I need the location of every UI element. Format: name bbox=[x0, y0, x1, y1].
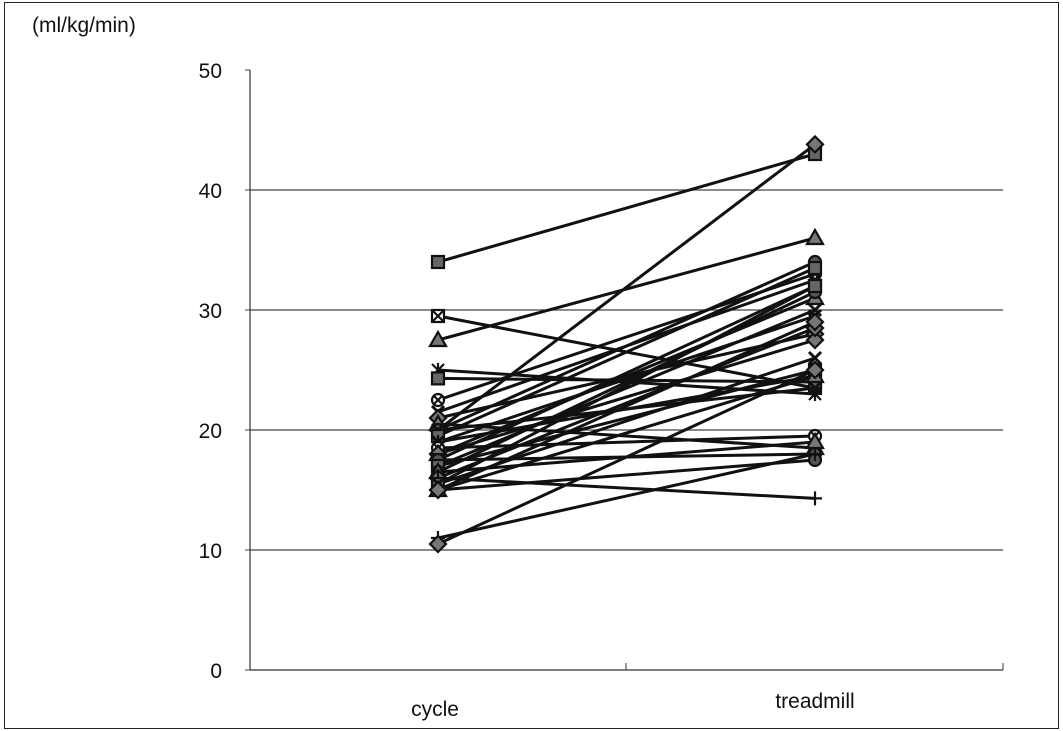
series-markers bbox=[428, 134, 825, 554]
data-point-marker bbox=[808, 447, 822, 461]
series-line bbox=[436, 142, 817, 432]
series-line bbox=[436, 452, 817, 540]
y-tick-label: 30 bbox=[199, 300, 222, 323]
series-line bbox=[436, 476, 817, 500]
series-line bbox=[436, 374, 817, 492]
x-category-label: cycle bbox=[411, 698, 459, 721]
data-point-marker bbox=[805, 360, 825, 380]
series-line bbox=[436, 266, 817, 438]
data-point-marker bbox=[807, 302, 823, 318]
chart-frame bbox=[4, 2, 1059, 729]
data-point-marker bbox=[805, 134, 825, 154]
gridlines bbox=[250, 189, 1003, 551]
y-tick-label: 50 bbox=[199, 60, 222, 83]
series-line bbox=[436, 296, 817, 456]
series-line bbox=[436, 260, 817, 432]
data-point-marker bbox=[807, 350, 823, 366]
series-line bbox=[436, 326, 817, 480]
y-tick-label: 0 bbox=[210, 660, 222, 683]
data-point-marker bbox=[805, 312, 825, 332]
data-point-marker bbox=[807, 278, 823, 294]
x-category-label: treadmill bbox=[775, 690, 854, 713]
y-tick-label: 20 bbox=[199, 420, 222, 443]
data-point-marker bbox=[807, 380, 823, 396]
data-point-marker bbox=[430, 371, 446, 386]
data-point-marker bbox=[428, 534, 448, 554]
series-line bbox=[436, 284, 817, 462]
series-line bbox=[436, 290, 817, 474]
data-point-marker bbox=[433, 395, 443, 405]
data-point-marker bbox=[430, 254, 446, 270]
data-point-marker bbox=[805, 330, 825, 350]
series-lines bbox=[436, 142, 817, 546]
series-line bbox=[436, 368, 817, 546]
y-tick-label: 10 bbox=[199, 540, 222, 563]
y-tick-label: 40 bbox=[199, 180, 222, 203]
data-point-marker bbox=[431, 309, 445, 323]
series-line bbox=[436, 338, 817, 456]
series-line bbox=[436, 236, 817, 342]
series-line bbox=[436, 434, 817, 450]
data-point-marker bbox=[428, 480, 448, 500]
data-point-marker bbox=[808, 491, 822, 506]
series-line bbox=[436, 152, 817, 264]
data-point-marker bbox=[807, 260, 823, 276]
series-line bbox=[436, 308, 817, 468]
y-axis-unit-label: (ml/kg/min) bbox=[32, 14, 136, 37]
data-point-marker bbox=[805, 227, 825, 246]
series-line bbox=[436, 284, 817, 486]
series-line bbox=[436, 320, 817, 492]
series-line bbox=[436, 458, 817, 492]
data-point-marker bbox=[428, 329, 448, 348]
axes: 0 10 20 30 40 50 cycle treadmill bbox=[199, 60, 1004, 721]
